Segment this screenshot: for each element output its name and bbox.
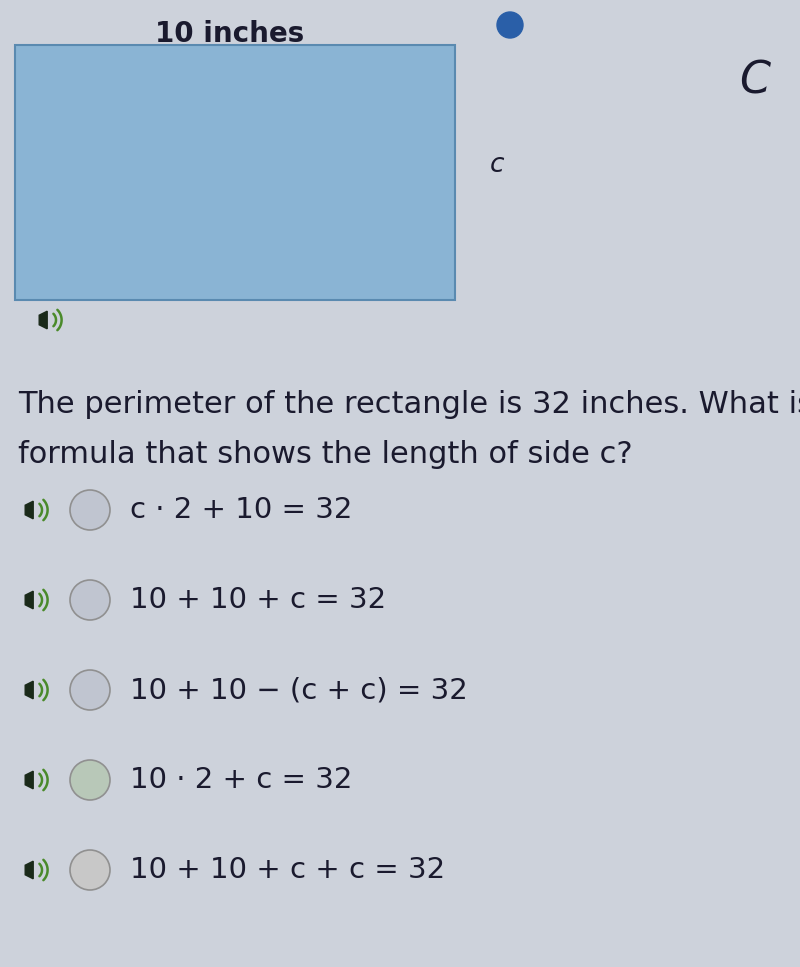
Circle shape [497,12,523,38]
Text: The perimeter of the rectangle is 32 inches. What is the: The perimeter of the rectangle is 32 inc… [18,390,800,419]
Circle shape [70,490,110,530]
Text: 10 + 10 − (c + c) = 32: 10 + 10 − (c + c) = 32 [130,676,468,704]
Polygon shape [39,311,47,329]
Text: formula that shows the length of side c?: formula that shows the length of side c? [18,440,633,469]
Text: c: c [490,152,505,178]
Circle shape [70,670,110,710]
Text: C: C [739,60,770,103]
Text: 10 + 10 + c = 32: 10 + 10 + c = 32 [130,586,386,614]
Bar [15,45,455,300]
Polygon shape [26,862,34,879]
Text: 10 + 10 + c + c = 32: 10 + 10 + c + c = 32 [130,856,445,884]
Circle shape [70,760,110,800]
Circle shape [70,580,110,620]
Polygon shape [26,681,34,699]
Circle shape [70,850,110,890]
Polygon shape [26,772,34,789]
Text: 10 inches: 10 inches [155,20,305,48]
Text: c · 2 + 10 = 32: c · 2 + 10 = 32 [130,496,352,524]
Polygon shape [26,591,34,609]
Text: 10 · 2 + c = 32: 10 · 2 + c = 32 [130,766,352,794]
Polygon shape [26,501,34,519]
